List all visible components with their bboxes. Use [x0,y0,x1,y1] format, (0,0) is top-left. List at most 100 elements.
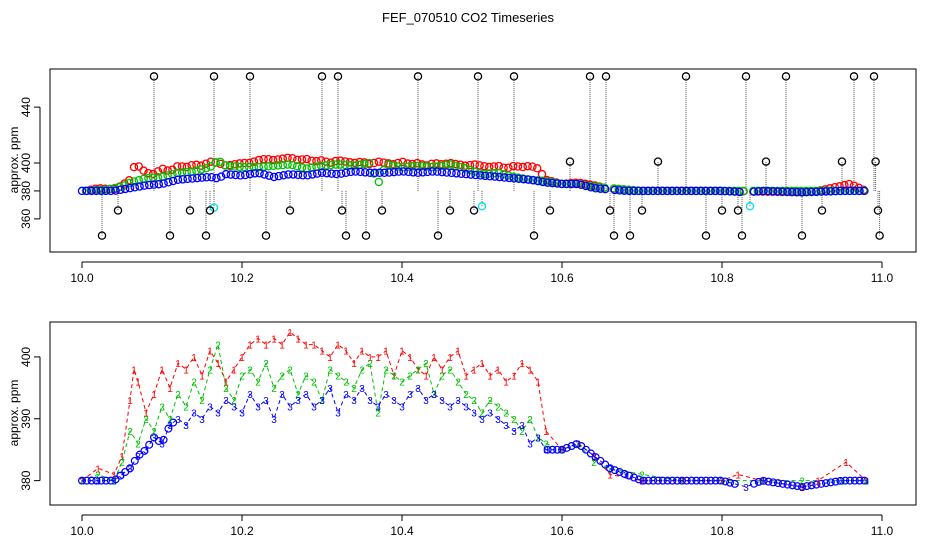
data-marker-red: 1 [639,477,645,488]
data-point-blue [432,167,442,176]
data-point-green [158,172,168,181]
data-marker-red: 1 [279,341,285,352]
data-point-blue [538,177,548,187]
data-point-blue [284,170,293,179]
data-point-blue [797,188,807,197]
data-point-red [134,162,144,171]
data-marker-red: 1 [479,359,485,370]
data-point-blue [293,170,303,180]
data-point-green [196,165,206,174]
data-marker-red: 1 [511,371,517,382]
data-point-blue [264,171,274,180]
data-marker-blue: 3 [143,446,149,457]
data-point-blue [399,167,408,176]
data-point-blue [92,186,101,196]
data-marker-green: 2 [327,365,333,376]
data-point-blue [730,187,740,196]
data-point-blue [524,175,533,184]
data-point-blue [159,179,168,188]
plot-frame-bottom [49,321,917,506]
data-point-blue [418,168,428,177]
data-marker-blue: 3 [239,409,245,420]
data-point-blue [164,424,173,433]
data-point-blue [605,464,614,473]
data-point-black [433,231,443,240]
data-point-blue [720,186,730,196]
data-point-blue [125,464,134,473]
data-marker-red: 1 [527,365,533,376]
data-marker-blue: 3 [95,477,101,488]
data-point-blue [749,479,758,488]
data-marker-blue: 3 [391,396,397,407]
data-point-red [518,162,528,172]
data-point-blue [826,478,835,487]
data-point-blue [591,184,600,193]
data-point-blue [303,171,312,180]
data-point-blue [413,168,423,178]
data-point-black [761,157,771,166]
data-marker-blue: 3 [119,470,125,481]
data-point-black [609,231,619,240]
data-point-black [781,72,791,81]
data-marker-green: 2 [295,390,301,401]
data-marker-green: 2 [463,390,469,401]
data-point-blue [831,477,840,486]
data-marker-blue: 3 [159,440,165,451]
data-point-blue [116,185,125,195]
data-point-green [360,159,369,169]
data-point-blue [101,476,110,485]
data-marker-red: 1 [79,477,85,488]
data-point-blue [514,174,524,184]
data-point-black [605,206,615,215]
data-point-black [681,72,691,81]
data-point-blue [653,186,663,196]
data-point-red [393,158,403,168]
data-marker-red: 1 [215,359,221,370]
data-point-blue [341,168,351,178]
data-point-black [469,206,479,215]
data-point-blue [140,181,149,190]
data-point-blue [476,171,485,180]
data-point-blue [764,477,773,486]
data-marker-blue: 3 [151,433,157,444]
data-point-blue [749,187,759,196]
data-point-blue [783,480,792,489]
data-point-red [278,154,288,163]
data-point-blue [817,479,826,488]
data-marker-green: 2 [439,371,445,382]
data-marker-red: 1 [127,396,133,407]
data-marker-blue: 3 [799,483,805,494]
data-point-blue [677,476,686,485]
data-marker-blue: 3 [319,396,325,407]
data-point-blue [394,167,404,176]
data-marker-blue: 3 [591,452,597,463]
data-marker-red: 1 [159,365,165,376]
data-marker-blue: 3 [543,446,549,457]
data-point-blue [332,169,341,179]
y-tick-label: 400 [19,347,33,367]
data-point-blue [692,186,701,196]
data-marker-red: 1 [423,371,429,382]
data-marker-red: 1 [143,409,149,420]
data-marker-green: 2 [239,371,245,382]
data-point-blue [101,186,111,196]
data-point-blue [240,170,250,180]
data-point-blue [855,186,864,196]
data-marker-blue: 3 [863,477,869,488]
data-point-blue [648,186,658,196]
data-marker-blue: 3 [335,409,341,420]
data-point-blue [639,186,648,196]
data-point-red [153,167,163,176]
data-marker-green: 2 [223,384,229,395]
data-point-green [268,161,278,171]
data-point-blue [663,186,672,196]
data-marker-green: 2 [311,378,317,389]
data-point-blue [360,168,370,177]
data-point-blue [557,179,567,189]
data-marker-green: 2 [839,477,845,488]
data-point-blue [773,187,783,196]
data-point-blue [596,184,605,193]
data-marker-blue: 3 [447,402,453,413]
data-marker-green: 2 [247,365,253,376]
